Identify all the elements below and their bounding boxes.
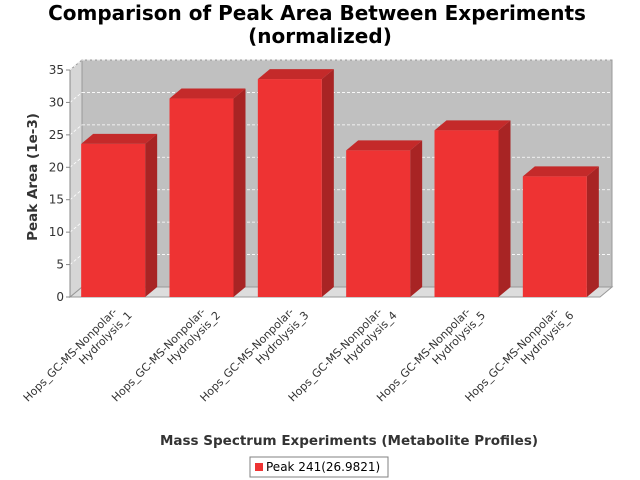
bar-front xyxy=(434,130,499,297)
gridline-side xyxy=(69,156,83,168)
plot-left-wall xyxy=(69,58,83,299)
bar-top xyxy=(257,69,334,80)
bars xyxy=(81,69,599,298)
bar-front xyxy=(346,150,411,297)
bar-side xyxy=(145,133,158,297)
x-axis: Hops_GC-MS-Nonpolar-Hydrolysis_1Hops_GC-… xyxy=(21,305,577,404)
y-tick-label: 25 xyxy=(49,128,64,142)
y-tick-label: 5 xyxy=(56,258,64,272)
bar-top xyxy=(169,88,246,99)
chart-title: Comparison of Peak Area Between Experime… xyxy=(48,1,586,25)
legend: Peak 241(26.9821) xyxy=(249,456,389,478)
gridline-side xyxy=(69,254,83,265)
legend-label: Peak 241(26.9821) xyxy=(266,460,380,474)
bar-front xyxy=(522,176,587,297)
bar-side xyxy=(321,69,334,297)
bar-side xyxy=(586,166,599,297)
y-axis-label: Peak Area (1e-3) xyxy=(25,113,41,241)
gridline-side xyxy=(69,124,83,136)
bar-side xyxy=(498,120,511,298)
y-tick-label: 30 xyxy=(49,95,64,109)
gridline-side xyxy=(69,92,83,103)
legend-swatch xyxy=(255,463,263,471)
gridline-side xyxy=(69,59,83,71)
bar-side xyxy=(410,140,423,297)
bar-front xyxy=(169,98,234,297)
chart-subtitle: (normalized) xyxy=(248,24,392,48)
y-tick-label: 20 xyxy=(49,160,64,174)
bar-side xyxy=(233,88,246,297)
y-tick-label: 0 xyxy=(56,290,64,304)
bar xyxy=(434,120,511,298)
gridline-side xyxy=(69,189,83,201)
bar xyxy=(257,69,334,297)
bar-top xyxy=(81,133,158,144)
x-axis-label: Mass Spectrum Experiments (Metabolite Pr… xyxy=(160,433,538,449)
bar-top xyxy=(346,140,423,151)
bar xyxy=(346,140,423,297)
legend-box xyxy=(249,456,389,478)
y-axis: 0 5 10 15 20 25 30 35 xyxy=(49,63,71,304)
bar-top xyxy=(522,166,599,177)
bar-top xyxy=(434,120,511,131)
y-tick-label: 35 xyxy=(49,63,64,77)
x-tick-label-line: Hops_GC-MS-Nonpolar- xyxy=(21,305,120,404)
y-tick-label: 15 xyxy=(49,193,64,207)
y-tick-label: 10 xyxy=(49,225,64,239)
bar xyxy=(81,133,158,297)
gridline-side xyxy=(69,221,83,233)
bar xyxy=(169,88,246,297)
bar-front xyxy=(257,79,322,297)
bar-front xyxy=(81,143,146,297)
bar xyxy=(522,166,599,297)
